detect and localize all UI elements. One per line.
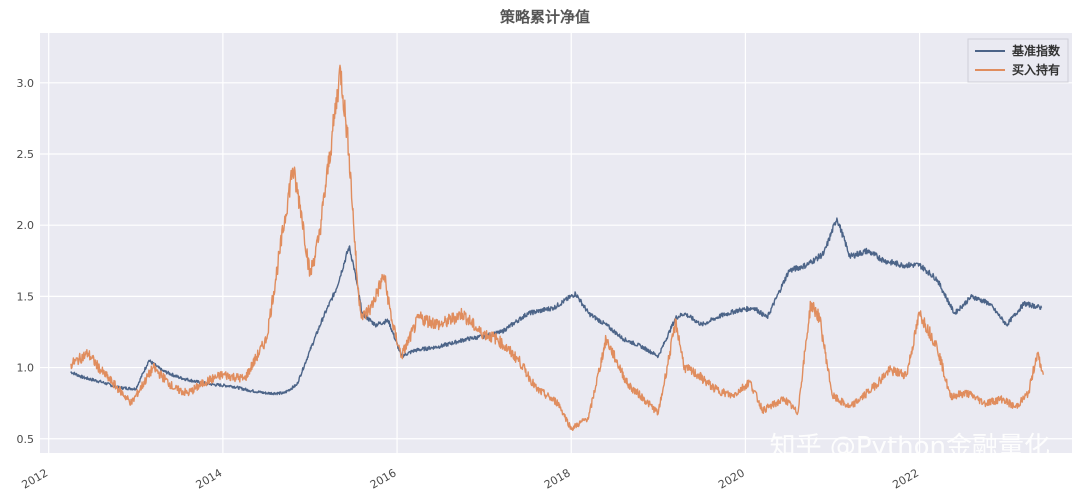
y-tick-label: 2.5	[17, 148, 35, 161]
benchmark-series-line	[70, 217, 1043, 396]
legend: 基准指数 买入持有	[967, 38, 1069, 83]
y-tick-label: 1.0	[17, 362, 35, 375]
legend-label-buy-and-hold: 买入持有	[1012, 62, 1060, 77]
y-tick-label: 3.0	[17, 77, 35, 90]
x-tick-label: 2018	[542, 466, 573, 491]
x-tick-label: 2016	[368, 466, 399, 491]
legend-label-benchmark: 基准指数	[1011, 43, 1061, 58]
watermark: 知乎 @Python金融量化	[770, 432, 1050, 462]
legend-box	[967, 38, 1069, 83]
y-tick-label: 1.5	[17, 290, 35, 303]
grid	[40, 33, 1072, 453]
x-tick-label: 2012	[19, 466, 50, 491]
chart-title: 策略累计净值	[499, 8, 590, 26]
x-tick-label: 2020	[716, 466, 747, 491]
plot-area	[40, 33, 1072, 453]
x-tick-label: 2022	[890, 466, 921, 491]
series-layer	[70, 64, 1044, 431]
y-tick-label: 0.5	[17, 433, 35, 446]
buy-and-hold-series-line	[70, 64, 1044, 431]
y-tick-label: 2.0	[17, 219, 35, 232]
x-tick-label: 2014	[194, 466, 225, 491]
